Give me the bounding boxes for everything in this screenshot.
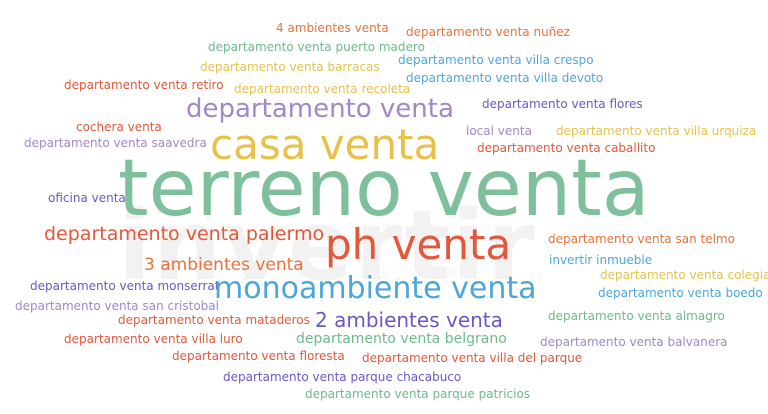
cloud-word: departamento venta nuñez	[406, 25, 570, 39]
cloud-word: departamento venta saavedra	[24, 136, 207, 150]
cloud-word: invertir inmueble	[549, 253, 653, 267]
cloud-word: departamento venta puerto madero	[208, 40, 425, 54]
cloud-word: terreno venta	[118, 144, 650, 234]
cloud-word: departamento venta colegiales	[600, 268, 768, 282]
cloud-word: departamento venta belgrano	[296, 331, 507, 347]
cloud-word: departamento venta san cristobal	[15, 299, 219, 313]
cloud-word: departamento venta retiro	[64, 78, 224, 92]
cloud-word: 3 ambientes venta	[144, 255, 304, 275]
cloud-word: departamento venta monserrat	[30, 279, 220, 293]
cloud-word: cochera venta	[76, 120, 162, 134]
cloud-word: departamento venta barracas	[200, 60, 380, 74]
cloud-word: departamento venta san telmo	[548, 232, 735, 246]
cloud-word: 2 ambientes venta	[315, 308, 503, 332]
cloud-word: departamento venta	[186, 94, 454, 124]
cloud-word: departamento venta villa luro	[64, 332, 243, 346]
cloud-word: departamento venta floresta	[172, 349, 345, 363]
cloud-word: departamento venta villa urquiza	[556, 124, 757, 138]
cloud-word: departamento venta villa del parque	[362, 351, 583, 365]
cloud-word: departamento venta mataderos	[118, 313, 310, 327]
cloud-word: departamento venta recoleta	[234, 82, 411, 96]
cloud-word: casa venta	[210, 120, 440, 169]
cloud-word: local venta	[466, 124, 532, 138]
cloud-word: departamento venta flores	[482, 97, 643, 111]
cloud-word: departamento venta palermo	[44, 223, 325, 245]
cloud-word: departamento venta caballito	[477, 141, 656, 155]
cloud-word: departamento venta boedo	[598, 286, 763, 300]
cloud-word: 4 ambientes venta	[276, 21, 389, 35]
cloud-word: departamento venta villa devoto	[406, 71, 604, 85]
cloud-word: ph venta	[325, 220, 512, 269]
cloud-word: monoambiente venta	[214, 271, 537, 306]
cloud-word: departamento venta almagro	[548, 309, 725, 323]
cloud-word: departamento venta parque chacabuco	[223, 370, 462, 384]
cloud-word: departamento venta balvanera	[540, 335, 728, 349]
watermark-logo: invertir	[118, 190, 537, 302]
cloud-word: departamento venta parque patricios	[305, 387, 531, 401]
cloud-word: departamento venta villa crespo	[398, 53, 594, 67]
cloud-word: oficina venta	[48, 191, 126, 205]
